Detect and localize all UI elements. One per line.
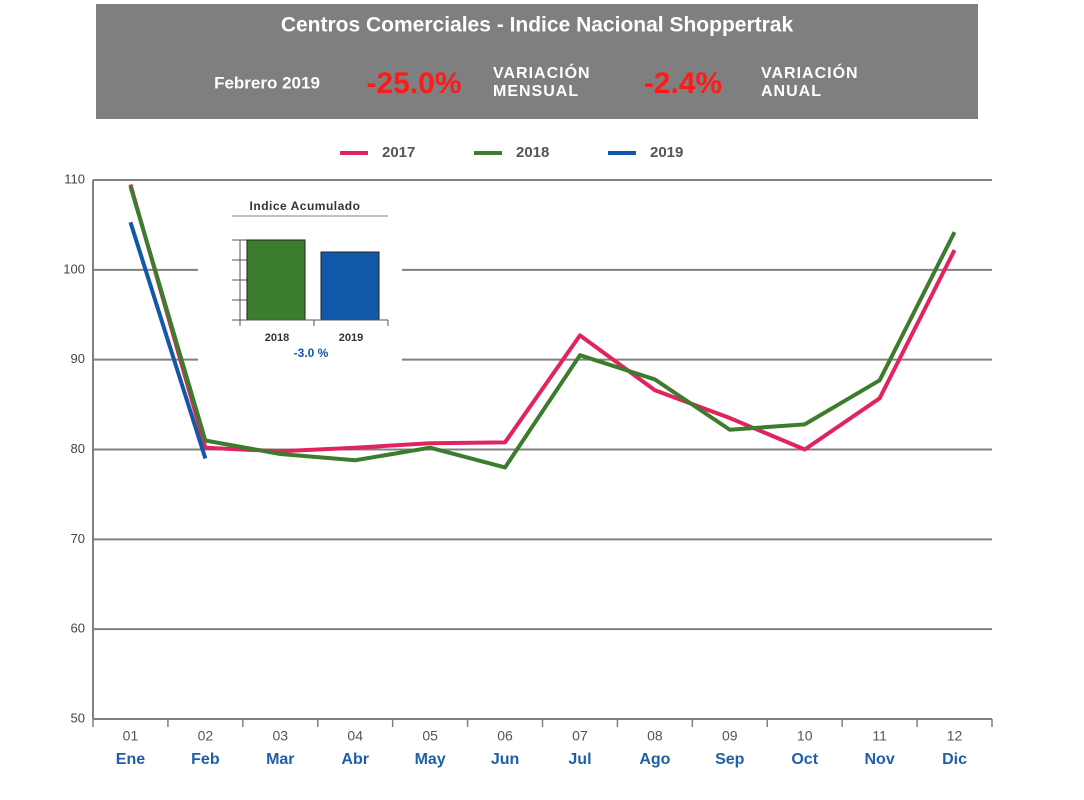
x-tick-label: Dic bbox=[942, 751, 967, 768]
x-tick-label: Feb bbox=[191, 751, 220, 768]
x-tick-label: Mar bbox=[266, 751, 294, 768]
y-tick-label: 70 bbox=[71, 531, 85, 546]
inset-x-label: 2019 bbox=[339, 332, 363, 344]
stat-value: -25.0% bbox=[366, 67, 461, 100]
x-tick-label: Jun bbox=[491, 751, 519, 768]
x-tick-label: 09 bbox=[722, 728, 738, 744]
x-tick-label: 05 bbox=[422, 728, 438, 744]
period: Febrero 2019 bbox=[214, 73, 320, 92]
y-tick-label: 80 bbox=[71, 441, 85, 456]
x-tick-label: 04 bbox=[347, 728, 363, 744]
stat-value: -2.4% bbox=[644, 67, 722, 100]
inset-bar bbox=[246, 239, 306, 321]
x-tick-label: Ene bbox=[116, 751, 145, 768]
x-tick-label: 10 bbox=[797, 728, 813, 744]
y-tick-label: 60 bbox=[71, 621, 85, 636]
x-tick-label: 02 bbox=[198, 728, 214, 744]
x-tick-label: 03 bbox=[273, 728, 289, 744]
x-tick-label: 01 bbox=[123, 728, 139, 744]
stat-label: VARIACIÓN bbox=[761, 63, 859, 82]
y-tick-label: 90 bbox=[71, 351, 85, 366]
y-tick-label: 100 bbox=[63, 261, 85, 276]
legend-label: 2018 bbox=[516, 144, 549, 161]
x-tick-label: Oct bbox=[791, 751, 818, 768]
x-tick-label: Sep bbox=[715, 751, 745, 768]
x-tick-label: Ago bbox=[639, 751, 670, 768]
legend-label: 2019 bbox=[650, 144, 683, 161]
legend-label: 2017 bbox=[382, 144, 415, 161]
stat-label: ANUAL bbox=[761, 83, 822, 100]
y-tick-label: 110 bbox=[64, 171, 85, 186]
x-tick-label: 06 bbox=[497, 728, 513, 744]
stat-label: VARIACIÓN bbox=[493, 63, 591, 82]
header-box bbox=[96, 4, 978, 119]
series-line bbox=[128, 221, 208, 460]
x-tick-label: Jul bbox=[568, 751, 591, 768]
chart-title: Centros Comerciales - Indice Nacional Sh… bbox=[281, 14, 794, 37]
x-tick-label: 07 bbox=[572, 728, 588, 744]
y-tick-label: 50 bbox=[71, 710, 85, 725]
x-tick-label: May bbox=[415, 751, 446, 768]
x-tick-label: 11 bbox=[872, 728, 887, 744]
x-tick-label: 12 bbox=[947, 728, 963, 744]
x-tick-label: 08 bbox=[647, 728, 663, 744]
series-line bbox=[128, 185, 957, 470]
stat-label: MENSUAL bbox=[493, 83, 579, 100]
inset-annotation: -3.0 % bbox=[294, 346, 329, 360]
x-tick-label: Nov bbox=[865, 751, 895, 768]
inset-title: Indice Acumulado bbox=[250, 199, 361, 213]
inset-bar bbox=[320, 251, 380, 321]
x-tick-label: Abr bbox=[341, 751, 369, 768]
inset-x-label: 2018 bbox=[265, 332, 289, 344]
